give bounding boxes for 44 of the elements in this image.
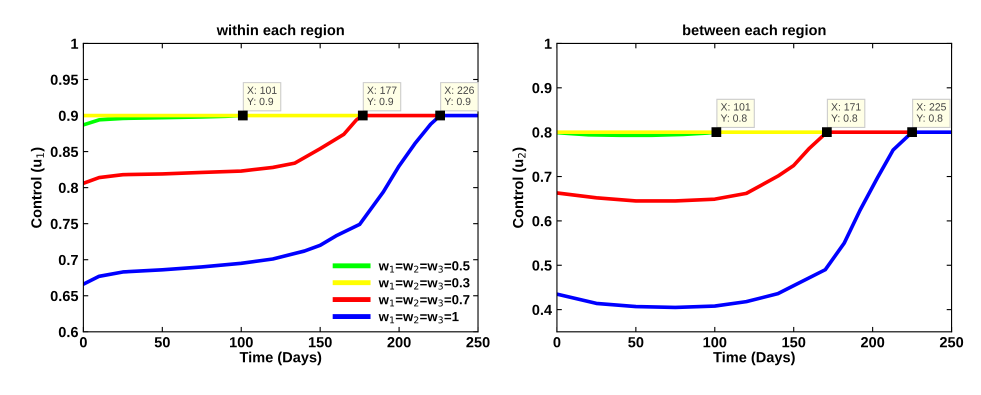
y-tick-label: 0.65 <box>50 290 78 302</box>
legend-label: w$_{1}$=w$_{2}$=w$_{3}$=1 <box>378 312 459 324</box>
y-tick-label: 1 <box>544 38 552 49</box>
x-tick-label: 200 <box>860 337 884 348</box>
x-tick-label: 150 <box>782 337 806 348</box>
y-axis-title: Control (u$_{1}$) <box>30 148 44 228</box>
y-tick-label: 0.9 <box>532 82 552 94</box>
y-tick-label: 0.95 <box>50 74 78 85</box>
y-tick-label: 0.9 <box>58 110 78 121</box>
legend-label: w$_{1}$=w$_{2}$=w$_{3}$=0.7 <box>378 294 470 306</box>
y-tick-label: 0.85 <box>50 146 78 158</box>
annotation: X: 226 Y: 0.9 <box>444 86 474 106</box>
x-tick-label: 250 <box>466 337 490 348</box>
chart-title: between each region <box>683 24 826 38</box>
y-tick-label: 0.5 <box>532 260 552 271</box>
x-tick-label: 0 <box>553 337 560 348</box>
x-tick-label: 200 <box>387 337 411 348</box>
annotation: X: 171 Y: 0.8 <box>831 103 861 122</box>
annotation: X: 101 Y: 0.8 <box>720 103 750 122</box>
x-axis-title: Time (Days) <box>240 352 322 366</box>
y-tick-label: 0.4 <box>532 304 552 316</box>
annotation: X: 177 Y: 0.9 <box>367 86 397 106</box>
y-tick-label: 0.8 <box>532 127 552 138</box>
x-tick-label: 50 <box>628 337 644 348</box>
y-axis-title: Control (u$_{2}$) <box>512 148 526 228</box>
y-tick-label: 0.7 <box>58 254 78 266</box>
annotation: X: 101 Y: 0.9 <box>247 86 277 106</box>
legend-label: w$_{1}$=w$_{2}$=w$_{3}$=0.3 <box>378 278 470 290</box>
y-tick-label: 0.6 <box>532 216 552 226</box>
chart-title: within each region <box>216 24 344 38</box>
x-tick-label: 0 <box>80 337 87 348</box>
y-tick-label: 0.8 <box>58 182 78 194</box>
y-tick-label: 0.6 <box>58 326 78 338</box>
y-tick-label: 0.7 <box>532 172 552 182</box>
y-tick-label: 1 <box>71 38 78 49</box>
y-tick-label: 0.75 <box>50 218 78 230</box>
x-axis-title: Time (Days) <box>713 352 795 366</box>
x-tick-label: 100 <box>704 337 726 348</box>
annotation: X: 225 Y: 0.8 <box>916 103 946 122</box>
x-tick-label: 50 <box>154 337 170 348</box>
x-tick-label: 100 <box>230 337 253 348</box>
x-tick-label: 150 <box>308 337 332 348</box>
legend-label: w$_{1}$=w$_{2}$=w$_{3}$=0.5 <box>378 261 470 273</box>
x-tick-label: 250 <box>940 337 964 348</box>
